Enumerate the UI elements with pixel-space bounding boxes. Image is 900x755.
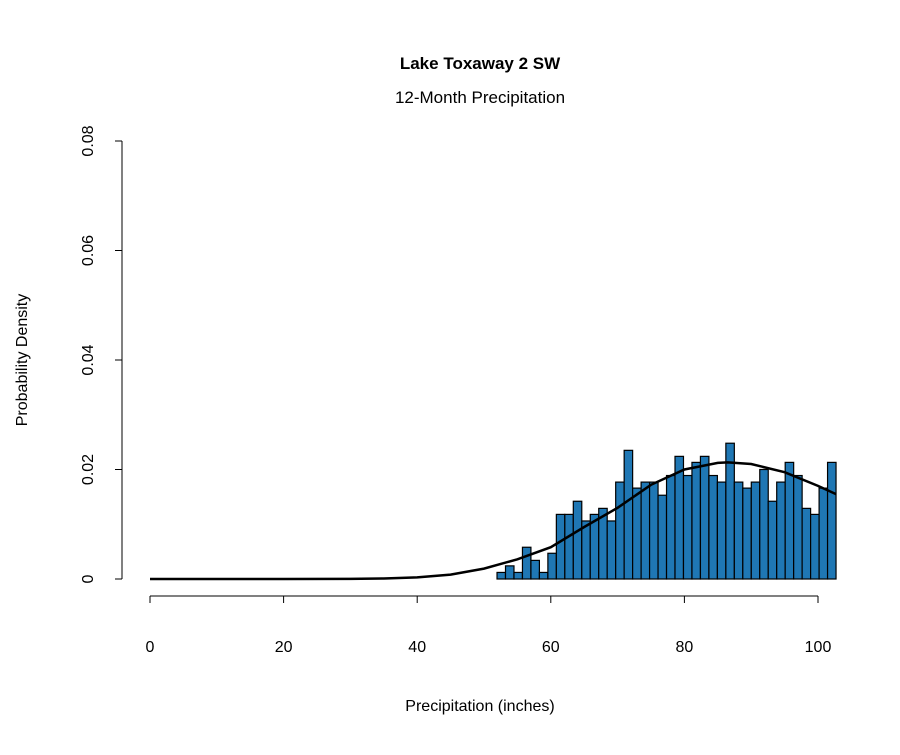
histogram-bar [776, 481, 786, 580]
histogram-bar [784, 461, 795, 580]
histogram-bar [682, 474, 693, 580]
y-tick-label: 0.02 [80, 454, 97, 485]
histogram-bar [530, 559, 541, 580]
y-tick-label: 0.06 [80, 235, 97, 266]
histogram-bar [716, 481, 727, 580]
histogram-bar [623, 449, 634, 580]
histogram-bar [564, 513, 574, 580]
histogram-bar [572, 500, 583, 580]
x-tick-label: 80 [676, 639, 694, 656]
histogram-bar [665, 474, 676, 580]
histogram-bar [513, 571, 524, 580]
x-axis-label: Precipitation (inches) [405, 698, 554, 715]
histogram-bar [657, 494, 668, 580]
histogram-bar [742, 487, 752, 580]
histogram-bar [648, 481, 659, 580]
histogram-bar [640, 481, 651, 580]
histogram-bar [750, 481, 761, 580]
histogram-bar [581, 520, 591, 580]
histogram-bar [759, 468, 769, 580]
histogram-bar [555, 513, 566, 580]
histogram-bar [818, 487, 829, 580]
histogram-bar [733, 481, 744, 580]
histogram-bar [632, 487, 642, 580]
histogram-bar [826, 461, 837, 580]
y-tick-label: 0.08 [80, 125, 97, 156]
x-tick-label: 40 [408, 639, 426, 656]
histogram-bar [699, 455, 710, 580]
histogram-bar [606, 520, 617, 580]
y-tick-label: 0.04 [80, 344, 97, 375]
x-tick-label: 0 [146, 639, 155, 656]
histogram-bar [767, 500, 778, 580]
histogram-bar [810, 513, 820, 580]
histogram-bar [708, 474, 718, 580]
histogram-bar [547, 552, 557, 580]
histogram-bar [538, 571, 549, 580]
x-tick-label: 20 [275, 639, 293, 656]
chart-subtitle: 12-Month Precipitation [395, 88, 565, 107]
histogram-bar [691, 461, 702, 580]
histogram-bar [504, 565, 515, 580]
histogram-bar [496, 571, 507, 580]
x-tick-label: 100 [805, 639, 832, 656]
fitted-density-curve [150, 461, 837, 581]
x-tick-label: 60 [542, 639, 560, 656]
y-tick-label: 0 [80, 574, 97, 583]
histogram-bar [615, 481, 625, 580]
histogram-bar [674, 455, 685, 580]
histogram-bar [801, 507, 812, 580]
histogram-bar [521, 546, 532, 580]
chart-title: Lake Toxaway 2 SW [400, 54, 561, 73]
histogram-bar [793, 474, 803, 580]
y-axis-label: Probability Density [14, 294, 31, 427]
